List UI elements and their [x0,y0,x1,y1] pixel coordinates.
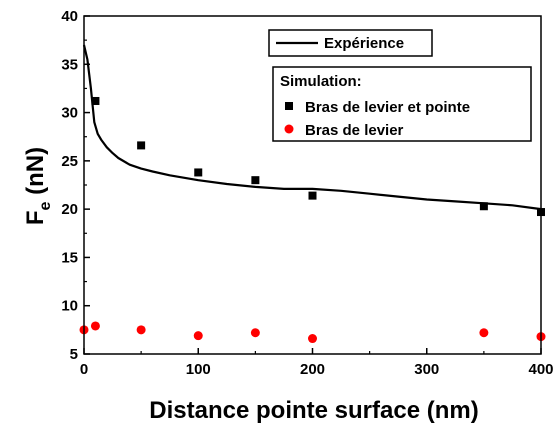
x-tick-label: 400 [528,361,553,378]
y-tick-label: 40 [61,8,78,25]
x-tick-label: 100 [186,361,211,378]
legend-series-label: Bras de levier et pointe [305,99,470,116]
y-axis-label-unit: (nN) [22,147,49,202]
square-point [251,176,260,185]
y-tick-label: 5 [70,346,78,363]
legend-series-label: Bras de levier [305,122,404,139]
circle-point [90,321,100,331]
legend-simulation: Simulation: Bras de levier et pointe Bra… [272,66,532,142]
y-axis-label-subscript: e [37,201,54,210]
experience-line [82,44,542,211]
square-point [479,202,488,211]
circle-point [250,328,260,338]
square-point [91,96,100,105]
square-point [137,141,146,150]
circle-point [308,334,317,344]
ticks-layer: 0 100 200 300 400 5 10 15 20 25 30 35 40 [61,8,553,378]
plot-area-frame [83,15,542,355]
x-tick-label: 200 [300,361,325,378]
legend-simulation-box [272,66,532,142]
x-axis-label: Distance pointe surface (nm) [149,397,478,424]
circle-point [136,325,146,335]
x-tick-label: 300 [414,361,439,378]
legend-experiment: Expérience [268,29,433,57]
x-tick-label: 0 [80,361,88,378]
y-tick-label: 30 [61,105,78,122]
circle-point [479,328,489,338]
series-layer [79,44,546,344]
square-point [194,168,203,177]
legend-square-marker [285,102,293,110]
legend-circle-marker [284,124,294,134]
circle-point [193,331,203,341]
y-axis-label-main: F [22,210,49,225]
y-tick-label: 15 [61,249,78,266]
square-point [308,191,317,200]
legend-experiment-label: Expérience [324,35,404,52]
y-tick-label: 25 [61,153,78,170]
y-tick-label: 35 [61,56,78,73]
y-tick-label: 10 [61,298,78,315]
legend-simulation-title: Simulation: [280,73,362,90]
legend-experiment-box [268,29,433,57]
y-tick-label: 20 [61,201,78,218]
y-axis-label: Fe (nN) [22,147,54,225]
